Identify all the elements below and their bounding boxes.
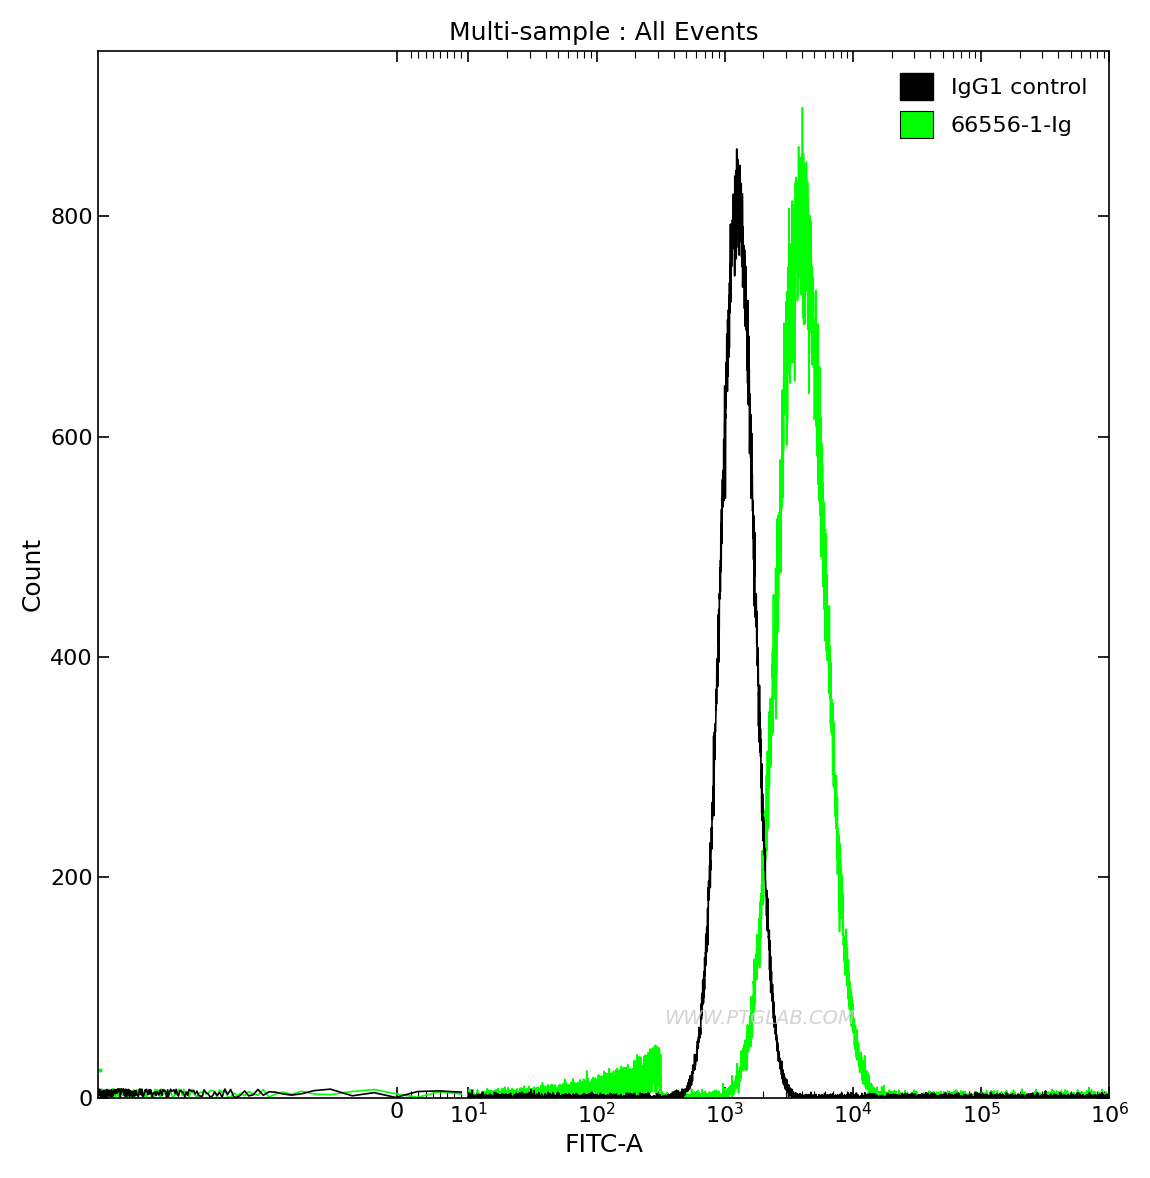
Y-axis label: Count: Count — [21, 537, 45, 611]
Title: Multi-sample : All Events: Multi-sample : All Events — [448, 21, 759, 45]
Legend: IgG1 control, 66556-1-Ig: IgG1 control, 66556-1-Ig — [889, 62, 1098, 150]
X-axis label: FITC-A: FITC-A — [565, 1133, 643, 1157]
Text: WWW.PTGLAB.COM: WWW.PTGLAB.COM — [665, 1010, 856, 1028]
